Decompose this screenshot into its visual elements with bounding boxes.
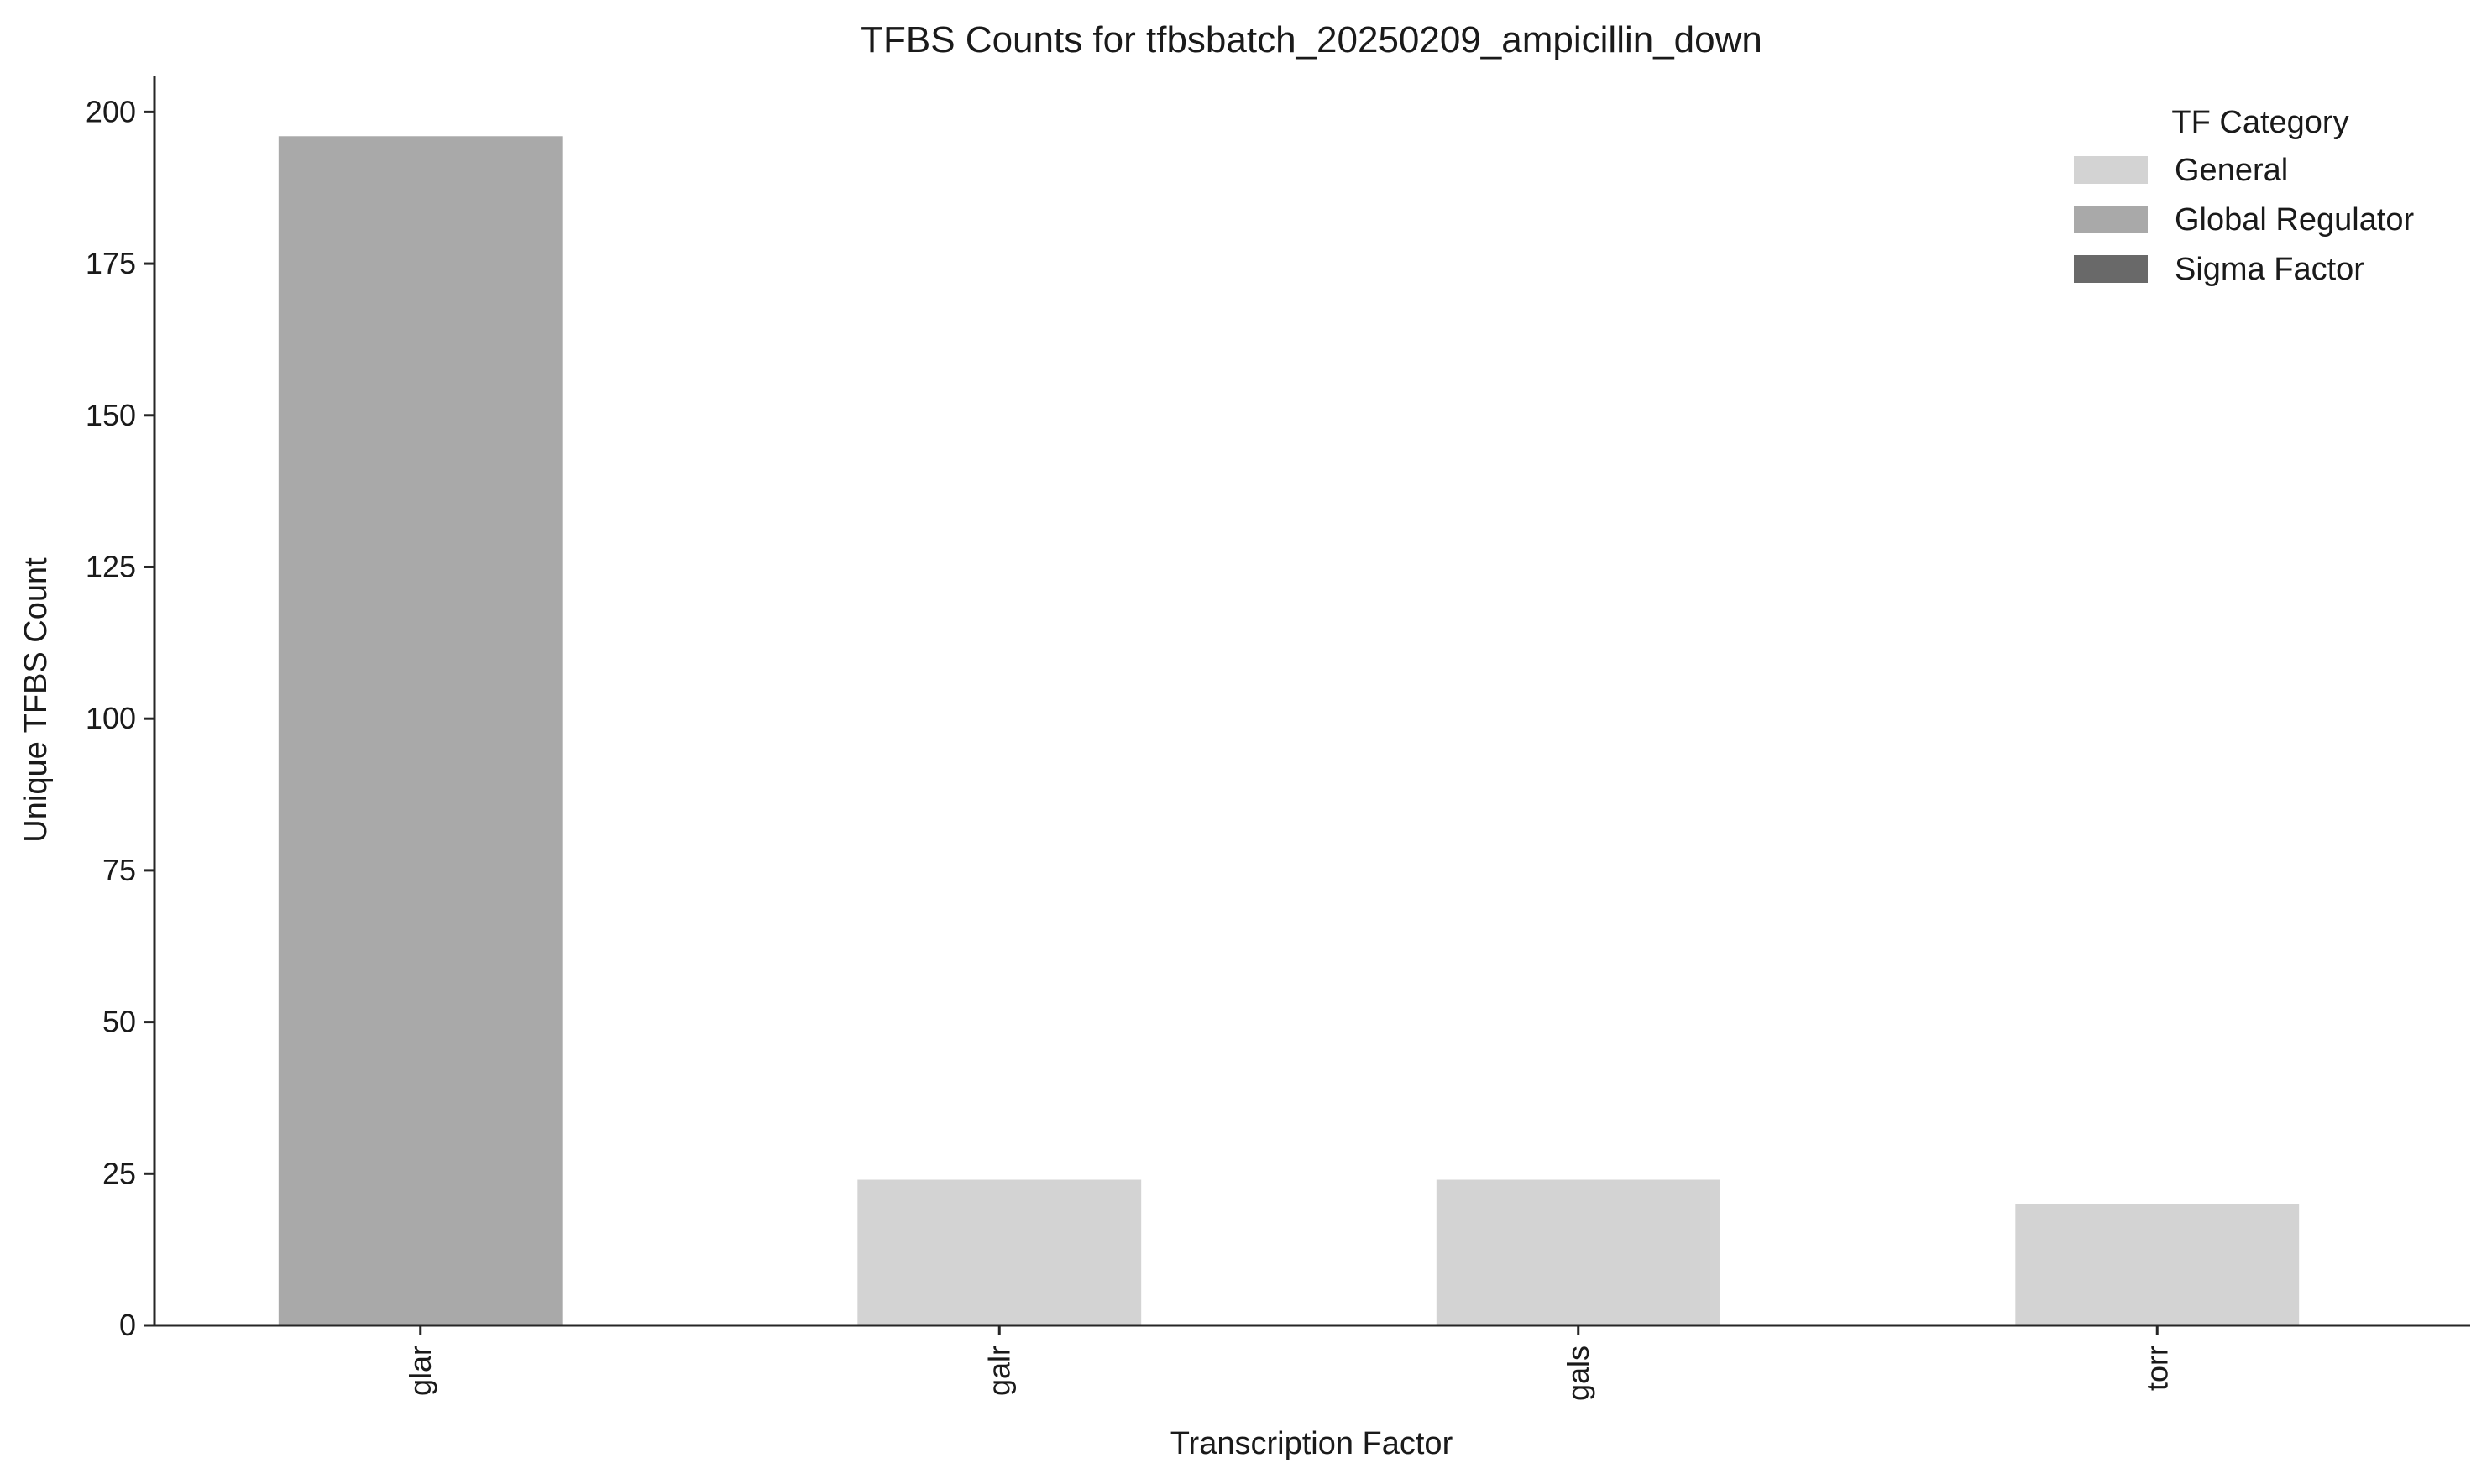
legend-label: Sigma Factor xyxy=(2175,252,2364,287)
bar-torr xyxy=(2015,1204,2300,1325)
bar-gals xyxy=(1436,1179,1720,1325)
bars-group xyxy=(278,136,2300,1326)
x-axis-ticks: glar galr gals torr xyxy=(403,1325,2174,1401)
x-tick-label: glar xyxy=(403,1346,437,1396)
y-tick-label: 175 xyxy=(86,246,136,280)
y-tick-label: 50 xyxy=(102,1005,136,1039)
y-tick-label: 75 xyxy=(102,853,136,887)
legend-label: General xyxy=(2175,153,2288,188)
y-tick-label: 100 xyxy=(86,701,136,735)
x-axis-title: Transcription Factor xyxy=(1170,1426,1453,1461)
y-axis-ticks: 0 25 50 75 100 125 150 175 200 xyxy=(86,94,154,1342)
y-tick-label: 0 xyxy=(119,1308,136,1342)
x-tick-label: gals xyxy=(1561,1346,1595,1401)
legend-title: TF Category xyxy=(2171,105,2348,140)
x-tick-label: torr xyxy=(2139,1346,2174,1391)
legend-swatch xyxy=(2074,206,2148,233)
legend: TF Category General Global Regulator Sigma… xyxy=(2074,105,2415,287)
legend-swatch xyxy=(2074,156,2148,184)
chart-title: TFBS Counts for tfbsbatch_20250209_ampic… xyxy=(861,19,1762,60)
y-tick-label: 25 xyxy=(102,1156,136,1190)
legend-swatch xyxy=(2074,255,2148,283)
y-tick-label: 125 xyxy=(86,549,136,583)
y-tick-label: 150 xyxy=(86,398,136,432)
y-axis-title: Unique TFBS Count xyxy=(18,557,54,843)
legend-label: Global Regulator xyxy=(2175,202,2415,238)
bar-galr xyxy=(857,1179,1142,1325)
bar-glar xyxy=(278,136,563,1326)
y-tick-label: 200 xyxy=(86,94,136,128)
x-tick-label: galr xyxy=(982,1346,1016,1396)
